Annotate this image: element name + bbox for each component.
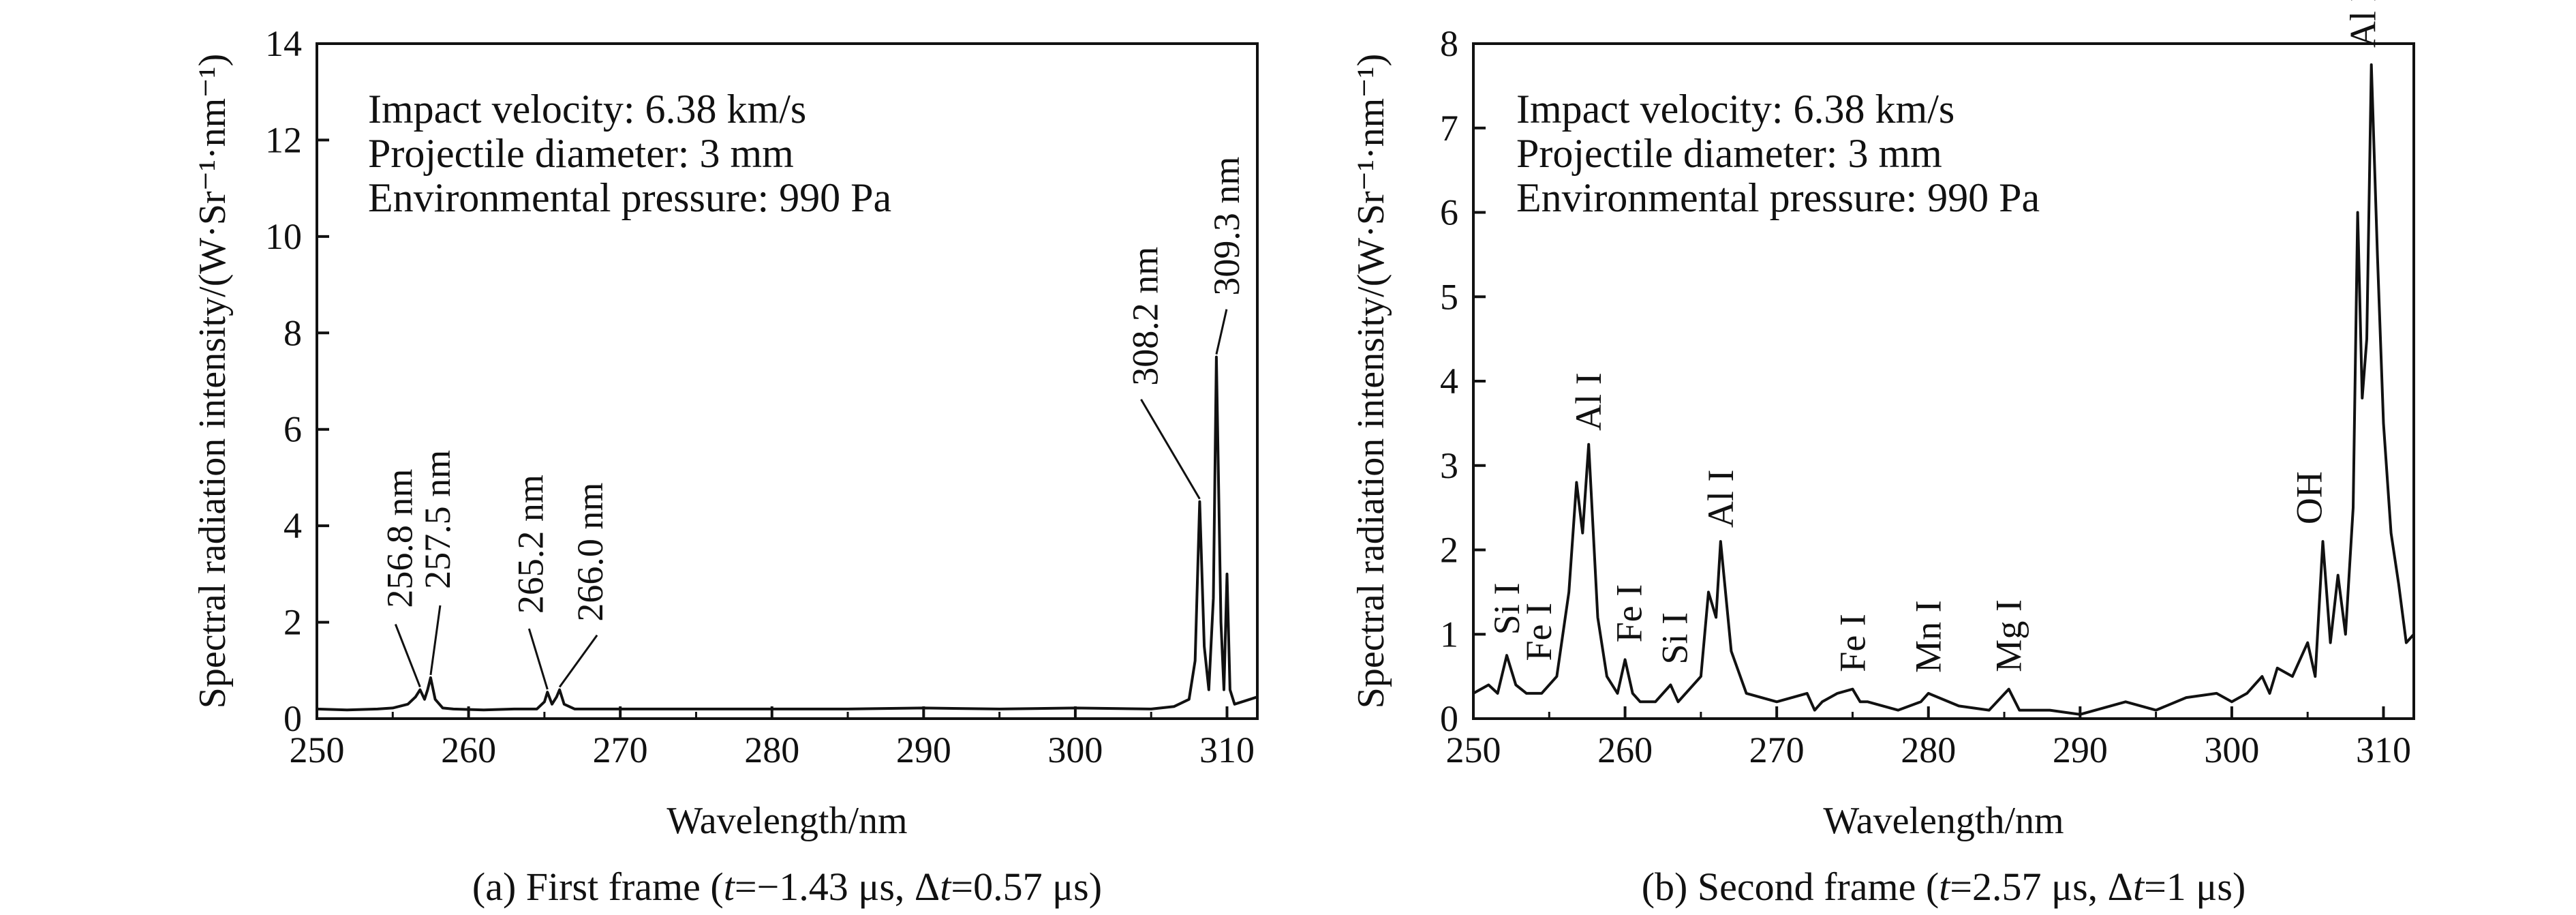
info-box: Impact velocity: 6.38 km/s Projectile di…	[1516, 87, 2040, 220]
peak-label: Fe I	[1518, 603, 1559, 661]
peak-label: Fe I	[1832, 614, 1873, 672]
peak-label: Si I	[1654, 612, 1695, 665]
x-tick-label: 310	[1199, 730, 1255, 770]
axis-ticks	[1472, 42, 2385, 720]
x-tick-label: 280	[1901, 730, 1956, 770]
peak-label: 309.3 nm	[1206, 157, 1247, 296]
peak-label: 308.2 nm	[1124, 247, 1165, 386]
x-tick-label: 250	[1446, 730, 1501, 770]
peak-label: Si I	[1486, 583, 1527, 635]
info-line: Environmental pressure: 990 Pa	[368, 175, 891, 220]
y-tick-label: 2	[1440, 530, 1458, 571]
chart-panel-a: 250 260 270 280 290 300 310 0 2 4 6 8 10 12 14 256.8 n…	[191, 23, 1259, 909]
leader-line	[394, 624, 421, 688]
x-tick-label: 290	[2053, 730, 2108, 770]
panel-caption: (a) First frame (t=−1.43 μs, Δt=0.57 μs)	[472, 865, 1102, 909]
x-axis-label: Wavelength/nm	[1823, 800, 2064, 842]
y-tick-label: 4	[1440, 361, 1458, 402]
y-tick-label: 2	[283, 602, 302, 643]
y-tick-label: 5	[1440, 276, 1458, 317]
leader-line	[429, 605, 442, 676]
leader-line	[1140, 399, 1201, 500]
y-tick-label: 6	[1440, 192, 1458, 233]
tick-labels: 250 260 270 280 290 300 310 0 2 4 6 8 10 12 14	[265, 23, 1255, 770]
y-tick-label: 6	[283, 409, 302, 450]
leader-line	[1215, 309, 1228, 355]
x-tick-label: 310	[2356, 730, 2411, 770]
leader-line	[558, 634, 598, 688]
peak-annotations: Si IFe IAl IFe I Si IAl IFe I Mn I Mg IOHAl…	[1486, 0, 2384, 673]
x-tick-label: 260	[1597, 730, 1653, 770]
y-tick-label: 0	[1440, 698, 1458, 739]
peak-label: Al I	[1700, 470, 1741, 528]
y-tick-label: 12	[265, 119, 302, 160]
peak-label: 266.0 nm	[570, 483, 611, 622]
x-tick-label: 300	[1047, 730, 1103, 770]
y-tick-label: 10	[265, 216, 302, 257]
y-tick-label: 8	[1440, 23, 1458, 64]
peak-label: Fe I	[1609, 584, 1650, 642]
y-tick-label: 7	[1440, 108, 1458, 149]
x-tick-label: 270	[593, 730, 648, 770]
y-tick-label: 1	[1440, 614, 1458, 655]
leader-line	[527, 628, 549, 690]
peak-label: OH	[2288, 471, 2329, 524]
peak-label: Al I	[2343, 0, 2384, 48]
peak-label: Al I	[1568, 372, 1609, 430]
x-tick-label: 290	[896, 730, 951, 770]
info-line: Impact velocity: 6.38 km/s	[1516, 87, 1954, 132]
info-line: Projectile diameter: 3 mm	[1516, 131, 1942, 176]
info-line: Environmental pressure: 990 Pa	[1516, 175, 2040, 220]
info-line: Impact velocity: 6.38 km/s	[368, 87, 806, 132]
peak-label: Mn I	[1908, 600, 1949, 673]
x-tick-label: 270	[1749, 730, 1805, 770]
info-box: Impact velocity: 6.38 km/s Projectile di…	[368, 87, 891, 220]
y-tick-label: 0	[283, 698, 302, 739]
y-tick-label: 14	[265, 23, 302, 64]
y-axis-label: Spectral radiation intensity/(W·Sr⁻¹·nm⁻…	[191, 54, 234, 708]
x-tick-label: 260	[441, 730, 496, 770]
peak-label: 256.8 nm	[379, 469, 420, 608]
x-axis-label: Wavelength/nm	[666, 800, 907, 842]
x-tick-label: 300	[2204, 730, 2259, 770]
spectrum-line	[1473, 63, 2415, 716]
info-line: Projectile diameter: 3 mm	[368, 131, 794, 176]
tick-labels: 250 260 270 280 290 300 310 0 1 2 3 4 5 6 7 8	[1440, 23, 2411, 770]
peak-label: 265.2 nm	[510, 475, 551, 614]
x-tick-label: 250	[290, 730, 345, 770]
panel-caption: (b) Second frame (t=2.57 μs, Δt=1 μs)	[1642, 865, 2246, 909]
y-tick-label: 4	[283, 505, 302, 546]
spectrum-line	[316, 355, 1258, 712]
plot-frame	[316, 42, 1259, 720]
x-tick-label: 280	[744, 730, 799, 770]
peak-label: 257.5 nm	[417, 450, 458, 589]
y-tick-label: 3	[1440, 445, 1458, 486]
y-tick-label: 8	[283, 312, 302, 353]
y-axis-label: Spectral radiation intensity/(W·Sr⁻¹·nm⁻…	[1350, 54, 1392, 708]
peak-label: Mg I	[1989, 599, 2029, 672]
